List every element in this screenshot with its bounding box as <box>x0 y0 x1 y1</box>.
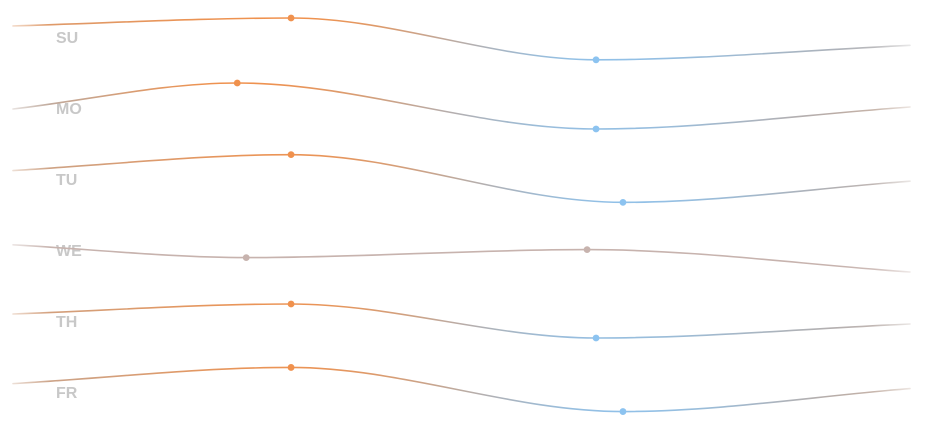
high-point-marker <box>287 151 295 159</box>
day-label-th: TH <box>56 314 77 331</box>
low-point-marker <box>619 198 627 206</box>
temperature-curve-fr <box>12 366 911 413</box>
temperature-curve-tu <box>12 153 911 204</box>
neutral-point-marker <box>242 254 250 261</box>
day-labels: SU MO TU WE TH FR <box>56 30 82 402</box>
low-point-marker <box>592 125 600 133</box>
high-point-marker <box>287 300 295 308</box>
day-label-tu: TU <box>56 172 77 189</box>
day-label-fr: FR <box>56 385 78 402</box>
day-label-mo: MO <box>56 101 82 118</box>
low-point-marker <box>619 408 627 415</box>
high-point-marker <box>287 364 295 371</box>
temperature-curve-we <box>12 244 911 273</box>
day-label-su: SU <box>56 30 78 47</box>
day-label-we: WE <box>56 243 82 260</box>
row-dividers <box>20 69 905 355</box>
temperature-curve-su <box>12 17 911 61</box>
low-point-marker <box>592 56 600 64</box>
high-point-marker <box>287 14 295 22</box>
neutral-point-marker <box>583 246 591 254</box>
low-point-marker <box>592 334 600 342</box>
temperature-curves <box>12 17 911 413</box>
high-point-marker <box>233 79 241 87</box>
temperature-curve-mo <box>12 82 911 130</box>
extreme-markers <box>233 14 627 415</box>
temperature-curve-th <box>12 303 911 339</box>
